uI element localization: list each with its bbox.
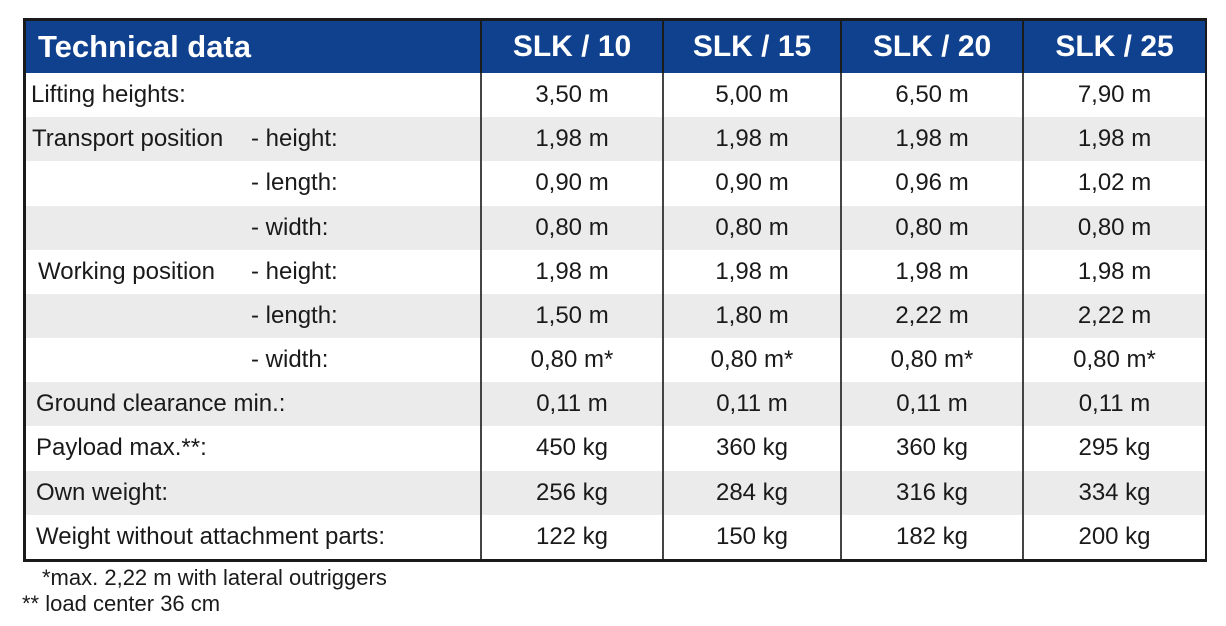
row-label: - height: <box>251 257 338 285</box>
footnote-load-center: ** load center 36 cm <box>22 591 221 616</box>
value-cell: 0,80 m* <box>840 338 1023 383</box>
row-label: Ground clearance min.: <box>36 390 286 418</box>
value-cell: 6,50 m <box>840 73 1023 118</box>
table-row-payload: Payload max.**: 450 kg 360 kg 360 kg 295… <box>26 426 1205 471</box>
table-row-weight-without-attachments: Weight without attachment parts: 122 kg … <box>26 514 1205 559</box>
table-row-working-height: Working position - height: 1,98 m 1,98 m… <box>26 249 1205 294</box>
row-label-cell: Own weight: <box>26 470 481 515</box>
value-cell: 1,98 m <box>662 117 841 162</box>
row-group-label: Transport position <box>32 125 224 153</box>
row-label: - width: <box>251 346 329 374</box>
value-cell: 0,11 m <box>1022 382 1205 427</box>
value-cell: 0,80 m* <box>480 338 663 383</box>
value-cell: 7,90 m <box>1022 73 1205 118</box>
row-label-cell: Working position - height: <box>26 249 481 294</box>
value-cell: 0,80 m* <box>1022 338 1205 383</box>
spec-table: Technical data SLK / 10 SLK / 15 SLK / 2… <box>26 21 1205 559</box>
value-cell: 200 kg <box>1022 514 1205 559</box>
value-cell: 1,98 m <box>840 249 1023 294</box>
value-cell: 360 kg <box>840 426 1023 471</box>
value-cell: 0,80 m <box>480 205 663 250</box>
table-row-own-weight: Own weight: 256 kg 284 kg 316 kg 334 kg <box>26 470 1205 515</box>
value-cell: 334 kg <box>1022 470 1205 515</box>
value-cell: 256 kg <box>480 470 663 515</box>
row-label-cell: - length: <box>26 293 481 339</box>
table-row-ground-clearance: Ground clearance min.: 0,11 m 0,11 m 0,1… <box>26 382 1205 427</box>
row-group-label: Working position <box>38 257 215 285</box>
table-row-lifting-heights: Lifting heights: 3,50 m 5,00 m 6,50 m 7,… <box>26 73 1205 118</box>
value-cell: 0,90 m <box>480 161 663 206</box>
value-cell: 1,98 m <box>480 117 663 162</box>
value-cell: 0,80 m* <box>662 338 841 383</box>
row-label-cell: Ground clearance min.: <box>26 382 481 427</box>
header-row: Technical data SLK / 10 SLK / 15 SLK / 2… <box>26 21 1205 73</box>
value-cell: 0,80 m <box>840 205 1023 250</box>
row-label: Lifting heights: <box>31 81 186 109</box>
value-cell: 316 kg <box>840 470 1023 515</box>
row-label-cell: - width: <box>26 205 481 250</box>
value-cell: 360 kg <box>662 426 841 471</box>
value-cell: 1,02 m <box>1022 161 1205 206</box>
value-cell: 1,50 m <box>480 293 663 339</box>
value-cell: 0,96 m <box>840 161 1023 206</box>
value-cell: 284 kg <box>662 470 841 515</box>
value-cell: 1,98 m <box>662 249 841 294</box>
model-header-slk20: SLK / 20 <box>840 21 1023 73</box>
technical-data-table: Technical data SLK / 10 SLK / 15 SLK / 2… <box>23 18 1207 562</box>
value-cell: 1,98 m <box>480 249 663 294</box>
row-label-cell: Lifting heights: <box>26 73 481 118</box>
value-cell: 0,80 m <box>662 205 841 250</box>
row-label: - height: <box>251 125 338 153</box>
value-cell: 450 kg <box>480 426 663 471</box>
row-label: Weight without attachment parts: <box>36 522 386 550</box>
row-label-cell: - length: <box>26 161 481 206</box>
value-cell: 0,11 m <box>662 382 841 427</box>
table-row-transport-length: - length: 0,90 m 0,90 m 0,96 m 1,02 m <box>26 161 1205 206</box>
row-label: Own weight: <box>36 478 169 506</box>
model-header-slk10: SLK / 10 <box>480 21 663 73</box>
row-label-cell: Weight without attachment parts: <box>26 514 481 559</box>
value-cell: 182 kg <box>840 514 1023 559</box>
row-label-cell: - width: <box>26 338 481 383</box>
table-row-transport-height: Transport position - height: 1,98 m 1,98… <box>26 117 1205 162</box>
value-cell: 295 kg <box>1022 426 1205 471</box>
row-label: - length: <box>251 169 338 197</box>
footnote-outriggers: *max. 2,22 m with lateral outriggers <box>42 565 387 590</box>
value-cell: 3,50 m <box>480 73 663 118</box>
value-cell: 150 kg <box>662 514 841 559</box>
table-row-working-length: - length: 1,50 m 1,80 m 2,22 m 2,22 m <box>26 293 1205 339</box>
value-cell: 1,80 m <box>662 293 841 339</box>
value-cell: 1,98 m <box>1022 117 1205 162</box>
row-label: Payload max.**: <box>36 434 207 462</box>
table-row-transport-width: - width: 0,80 m 0,80 m 0,80 m 0,80 m <box>26 205 1205 250</box>
value-cell: 2,22 m <box>840 293 1023 339</box>
value-cell: 0,11 m <box>840 382 1023 427</box>
value-cell: 0,90 m <box>662 161 841 206</box>
value-cell: 0,11 m <box>480 382 663 427</box>
value-cell: 122 kg <box>480 514 663 559</box>
table-title: Technical data <box>26 21 481 73</box>
table-row-working-width: - width: 0,80 m* 0,80 m* 0,80 m* 0,80 m* <box>26 338 1205 383</box>
value-cell: 5,00 m <box>662 73 841 118</box>
model-header-slk25: SLK / 25 <box>1022 21 1205 73</box>
value-cell: 2,22 m <box>1022 293 1205 339</box>
model-header-slk15: SLK / 15 <box>662 21 841 73</box>
row-label: - width: <box>251 213 329 241</box>
footnotes: *max. 2,22 m with lateral outriggers ** … <box>22 565 387 617</box>
value-cell: 1,98 m <box>840 117 1023 162</box>
row-label-cell: Payload max.**: <box>26 426 481 471</box>
row-label-cell: Transport position - height: <box>26 117 481 162</box>
value-cell: 0,80 m <box>1022 205 1205 250</box>
row-label: - length: <box>251 301 338 329</box>
value-cell: 1,98 m <box>1022 249 1205 294</box>
